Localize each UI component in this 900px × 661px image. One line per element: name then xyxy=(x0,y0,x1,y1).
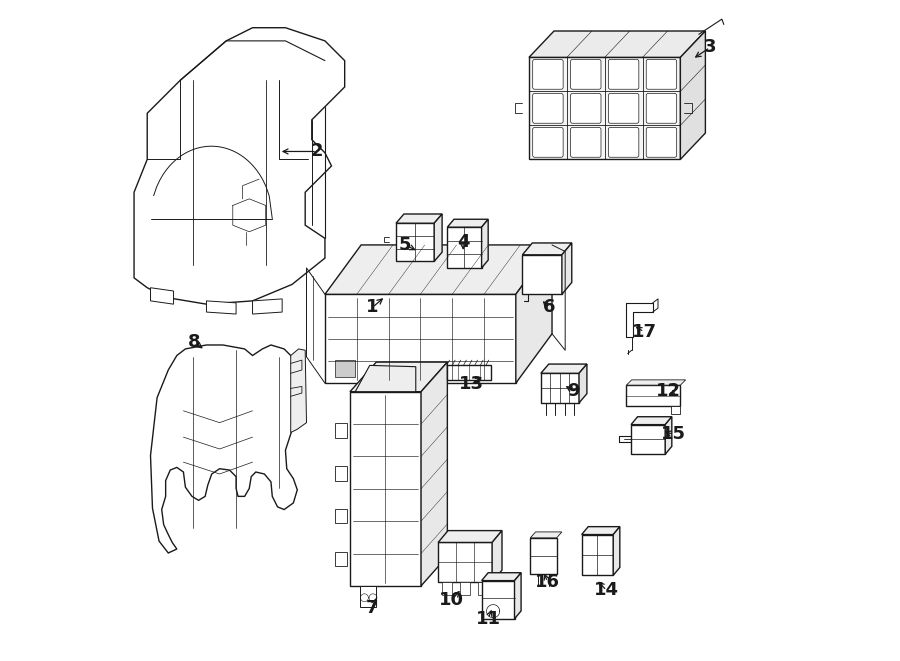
Polygon shape xyxy=(336,466,346,481)
Text: 14: 14 xyxy=(594,582,619,600)
Text: 8: 8 xyxy=(188,333,201,352)
Text: 16: 16 xyxy=(535,573,560,591)
FancyBboxPatch shape xyxy=(646,93,677,123)
Polygon shape xyxy=(335,360,355,377)
Polygon shape xyxy=(665,416,671,454)
Polygon shape xyxy=(325,245,552,294)
Text: 6: 6 xyxy=(543,299,555,317)
FancyBboxPatch shape xyxy=(533,59,563,89)
Text: 17: 17 xyxy=(632,323,657,341)
Polygon shape xyxy=(447,219,488,227)
Polygon shape xyxy=(581,535,613,575)
Polygon shape xyxy=(562,243,572,294)
Polygon shape xyxy=(438,531,502,543)
Polygon shape xyxy=(613,527,620,575)
Text: 2: 2 xyxy=(310,143,323,161)
Polygon shape xyxy=(446,366,491,380)
Polygon shape xyxy=(579,364,587,403)
Polygon shape xyxy=(206,301,236,314)
Polygon shape xyxy=(530,532,562,538)
FancyBboxPatch shape xyxy=(571,93,601,123)
Polygon shape xyxy=(134,28,345,304)
Polygon shape xyxy=(515,572,521,619)
Polygon shape xyxy=(541,373,579,403)
Polygon shape xyxy=(626,385,680,407)
FancyBboxPatch shape xyxy=(571,59,601,89)
FancyBboxPatch shape xyxy=(646,128,677,157)
Polygon shape xyxy=(325,294,516,383)
Text: 13: 13 xyxy=(459,375,483,393)
Polygon shape xyxy=(522,254,562,294)
Polygon shape xyxy=(529,58,680,159)
Polygon shape xyxy=(350,392,421,586)
Polygon shape xyxy=(482,219,488,268)
Polygon shape xyxy=(356,366,416,392)
Text: 1: 1 xyxy=(366,299,379,317)
Polygon shape xyxy=(522,243,572,254)
Polygon shape xyxy=(442,582,453,595)
Polygon shape xyxy=(360,586,376,607)
Polygon shape xyxy=(396,223,434,261)
Polygon shape xyxy=(350,362,447,392)
Polygon shape xyxy=(581,527,620,535)
Text: 4: 4 xyxy=(457,233,470,251)
FancyBboxPatch shape xyxy=(646,59,677,89)
Text: 11: 11 xyxy=(476,610,500,628)
Polygon shape xyxy=(336,552,346,566)
FancyBboxPatch shape xyxy=(608,93,639,123)
Polygon shape xyxy=(396,214,442,223)
Polygon shape xyxy=(421,362,447,586)
Polygon shape xyxy=(478,582,489,595)
Text: 5: 5 xyxy=(399,236,411,254)
Polygon shape xyxy=(631,424,665,454)
FancyBboxPatch shape xyxy=(533,93,563,123)
FancyBboxPatch shape xyxy=(571,128,601,157)
Text: 3: 3 xyxy=(704,38,716,56)
Polygon shape xyxy=(626,380,686,385)
Polygon shape xyxy=(670,407,680,414)
Polygon shape xyxy=(336,509,346,524)
Polygon shape xyxy=(150,345,300,553)
Polygon shape xyxy=(438,543,492,582)
Polygon shape xyxy=(447,227,482,268)
Polygon shape xyxy=(631,416,671,424)
Polygon shape xyxy=(482,572,521,580)
Polygon shape xyxy=(516,245,552,383)
FancyBboxPatch shape xyxy=(533,128,563,157)
Polygon shape xyxy=(482,580,515,619)
Text: 9: 9 xyxy=(568,382,580,400)
Polygon shape xyxy=(434,214,442,261)
FancyBboxPatch shape xyxy=(608,59,639,89)
Polygon shape xyxy=(253,299,283,314)
Polygon shape xyxy=(680,31,706,159)
Text: 7: 7 xyxy=(366,600,379,617)
Text: 10: 10 xyxy=(439,592,464,609)
Text: 12: 12 xyxy=(656,382,681,400)
FancyBboxPatch shape xyxy=(608,128,639,157)
Text: 15: 15 xyxy=(662,426,687,444)
Polygon shape xyxy=(492,531,502,582)
Polygon shape xyxy=(530,538,556,574)
Polygon shape xyxy=(541,364,587,373)
Polygon shape xyxy=(460,582,471,595)
Polygon shape xyxy=(336,423,346,438)
Polygon shape xyxy=(529,31,706,58)
Polygon shape xyxy=(291,349,307,432)
Polygon shape xyxy=(150,288,174,304)
